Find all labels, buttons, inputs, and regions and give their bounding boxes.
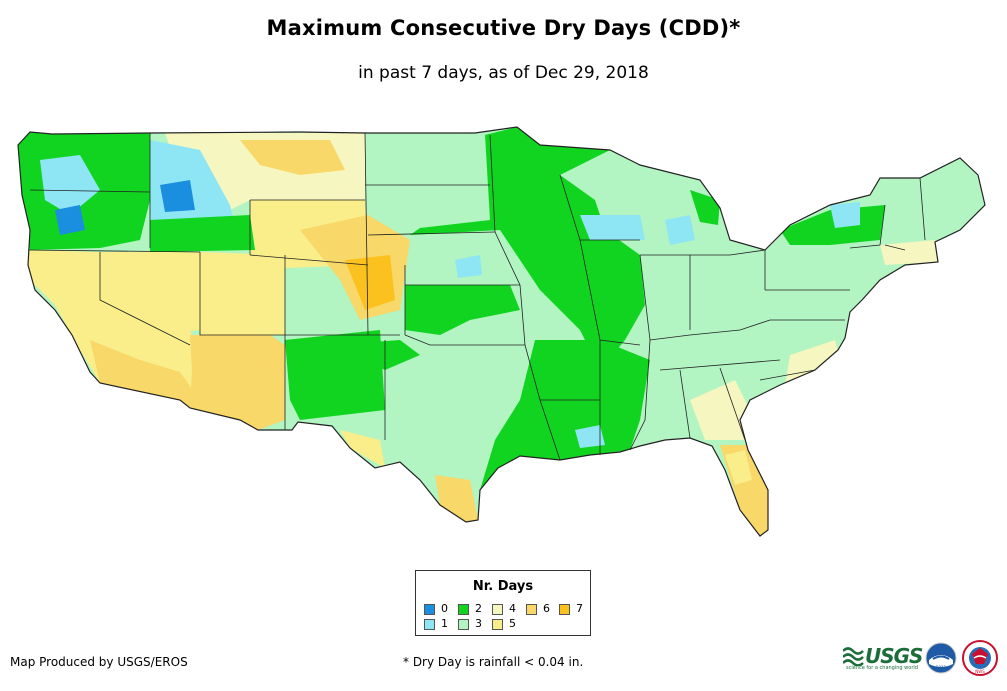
region-lower-miss: [480, 340, 650, 490]
usgs-logo: USGS science for a changing world: [843, 643, 923, 673]
legend-item-2: 2: [458, 603, 482, 615]
legend-item-7: 7: [559, 603, 583, 615]
region-wisconsin-wet: [580, 215, 645, 240]
region-nc-dry: [785, 340, 840, 385]
usgs-wordmark: USGS: [865, 644, 923, 668]
legend-item-4: 4: [492, 603, 516, 615]
region-socal: [90, 340, 200, 408]
legend-item-6: 6: [526, 603, 550, 615]
legend-label-3: 3: [475, 617, 482, 630]
legend-item-0: 0: [424, 603, 448, 615]
map-title: Maximum Consecutive Dry Days (CDD)*: [266, 16, 741, 40]
region-kansas-green: [405, 285, 520, 335]
legend-label-1: 1: [441, 617, 448, 630]
nws-logo: NWS: [962, 640, 998, 676]
nws-label: NWS: [975, 669, 985, 674]
legend-swatch-3: [458, 618, 469, 630]
legend-label-6: 6: [543, 602, 550, 615]
usgs-wave-icon: [843, 647, 864, 666]
region-nebraska-wet: [455, 255, 482, 278]
region-louisiana-wet: [575, 425, 605, 448]
legend-label-5: 5: [509, 617, 516, 630]
region-arizona: [190, 335, 285, 430]
legend-swatch-6: [526, 603, 537, 615]
usgs-tagline: science for a changing world: [846, 665, 918, 671]
legend-swatch-5: [492, 618, 503, 630]
legend-label-2: 2: [475, 602, 482, 615]
legend-item-5: 5: [492, 618, 516, 630]
region-texas-south: [435, 475, 478, 522]
region-pnw-zero: [55, 205, 85, 235]
region-georgia-dry: [690, 380, 750, 440]
dry-day-footnote: * Dry Day is rainfall < 0.04 in.: [403, 655, 584, 669]
region-texas-west: [340, 430, 385, 468]
region-newengland-dry: [880, 240, 938, 265]
legend: Nr. Days 0 1 2 3 4 5 6 7: [415, 570, 591, 636]
region-pnw-wet: [40, 155, 100, 215]
map-credit: Map Produced by USGS/EROS: [10, 655, 188, 669]
legend-title: Nr. Days: [472, 579, 534, 594]
region-newmexico-edge: [330, 340, 420, 370]
region-central-green: [410, 127, 645, 370]
legend-item-3: 3: [458, 618, 482, 630]
us-outline: [17, 126, 986, 537]
legend-swatch-2: [458, 603, 469, 615]
legend-label-0: 0: [441, 602, 448, 615]
region-utah: [200, 252, 285, 335]
cdd-map: [17, 126, 986, 537]
noaa-label: noaa: [936, 664, 946, 669]
region-colorado-peak: [345, 255, 395, 310]
legend-swatch-0: [424, 603, 435, 615]
noaa-logo: noaa: [925, 642, 957, 674]
region-montana-dry: [240, 140, 345, 175]
region-ny-wet: [830, 202, 860, 228]
legend-swatch-4: [492, 603, 503, 615]
legend-swatch-7: [559, 603, 570, 615]
region-michigan-green: [690, 190, 720, 225]
map-subtitle: in past 7 days, as of Dec 29, 2018: [358, 63, 649, 83]
legend-swatch-1: [424, 618, 435, 630]
state-borders: [27, 132, 926, 461]
region-michigan-wet: [665, 215, 695, 245]
region-florida-pan: [725, 450, 752, 485]
legend-label-7: 7: [576, 602, 583, 615]
legend-item-1: 1: [424, 618, 448, 630]
region-nevada: [100, 252, 200, 332]
region-idaho-zero: [160, 180, 195, 212]
legend-label-4: 4: [509, 602, 516, 615]
region-idaho-green: [150, 215, 255, 252]
